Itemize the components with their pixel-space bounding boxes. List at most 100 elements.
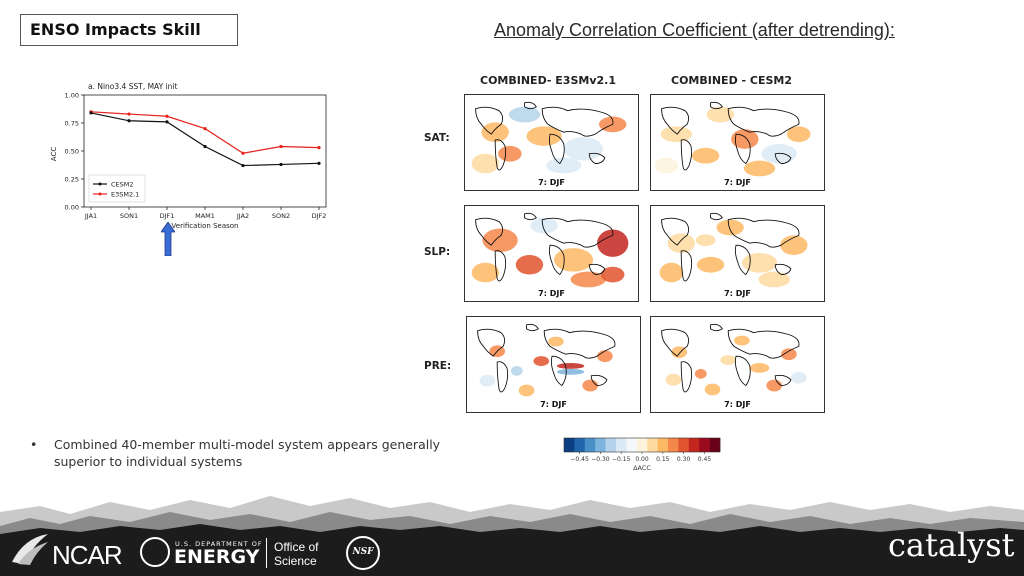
continent-outline (494, 250, 507, 282)
colorbar-swatch (636, 438, 648, 452)
map-season-tag: 7: DJF (538, 178, 565, 187)
slide-title: ENSO Impacts Skill (20, 14, 238, 46)
y-tick-label: 0.25 (65, 176, 79, 184)
anomaly-patch (597, 350, 613, 363)
legend-label: CESM2 (111, 180, 134, 188)
x-tick-label: SON2 (272, 212, 290, 220)
anomaly-patch (694, 368, 707, 379)
x-tick-label: MAM1 (195, 212, 215, 220)
anomaly-patch (556, 368, 585, 375)
anomaly-patch (482, 228, 518, 253)
map-slp-cesm2: 7: DJF (650, 205, 825, 302)
anomaly-patch (761, 143, 797, 164)
anomaly-patch (704, 383, 721, 396)
anomaly-patch (786, 126, 811, 143)
anomaly-patch (667, 233, 695, 254)
y-tick-label: 0.00 (65, 204, 79, 212)
continent-outline (541, 106, 614, 137)
bullet-marker: • (30, 437, 38, 452)
anomaly-patch (780, 235, 808, 255)
anomaly-patch (734, 335, 750, 346)
colorbar-swatch (657, 438, 669, 452)
anomaly-patch (570, 271, 606, 288)
continent-outline (543, 328, 616, 359)
data-point (89, 111, 93, 115)
data-point (317, 161, 321, 165)
continent-outline (727, 106, 800, 137)
colorbar-swatch (564, 438, 575, 452)
colorbar-tick-label: −0.30 (591, 456, 610, 463)
anomaly-patch (696, 256, 725, 273)
legend-marker (98, 192, 102, 196)
anomaly-patch (706, 106, 735, 123)
continent-outline (774, 263, 792, 275)
colorbar-swatch (647, 438, 658, 452)
x-tick-label: DJF1 (160, 212, 175, 220)
continent-outline (727, 217, 800, 248)
chart-legend (88, 174, 146, 203)
continent-outline (588, 152, 606, 164)
colorbar-tick-label: −0.45 (570, 456, 589, 463)
catalyst-logo: catalyst (888, 526, 1015, 564)
anomaly-patch (781, 348, 797, 361)
colorbar-label: ΔACC (633, 464, 651, 472)
chart-title: a. Nino3.4 SST, MAY init (88, 82, 177, 91)
continent-outline (680, 139, 693, 171)
anomaly-patch (597, 229, 629, 257)
map-season-tag: 7: DJF (724, 400, 751, 409)
footer-banner (0, 482, 1024, 576)
data-point (241, 163, 245, 168)
anomaly-patch (530, 217, 558, 234)
continent-outline (727, 328, 800, 359)
colorbar-swatch (605, 438, 617, 452)
anomaly-patch (691, 147, 720, 164)
map-sat-cesm2: 7: DJF (650, 94, 825, 191)
nsf-logo: NSF (352, 547, 374, 557)
map-season-tag: 7: DJF (724, 178, 751, 187)
colorbar-tick-label: 0.45 (698, 456, 712, 463)
data-point (203, 127, 207, 131)
anomaly-patch (743, 160, 776, 177)
map-pre-cesm2: 7: DJF (650, 316, 825, 413)
data-point (279, 162, 283, 167)
anomaly-patch (533, 356, 550, 366)
colorbar-swatch (574, 438, 586, 452)
column-label-cesm2: COMBINED - CESM2 (671, 74, 793, 87)
colorbar-swatch (616, 438, 627, 452)
legend-marker (98, 182, 102, 186)
colorbar-swatch (699, 438, 710, 452)
colorbar-swatch (668, 438, 679, 452)
series-line-cesm2 (90, 112, 320, 167)
ncar-logo: NCAR (52, 540, 123, 570)
y-tick-label: 0.50 (65, 148, 79, 156)
continent-outline (710, 101, 723, 110)
anomaly-patch (481, 122, 509, 143)
map-sat-e3smv2: 7: DJF (464, 94, 639, 191)
continent-outline (477, 328, 506, 357)
anomaly-patch (741, 253, 778, 273)
anomaly-patch (479, 374, 496, 387)
map-season-tag: 7: DJF (540, 400, 567, 409)
anomaly-patch (654, 157, 679, 174)
continent-outline (661, 328, 690, 357)
anomaly-patch (518, 384, 535, 397)
doe-logo-small: U.S. DEPARTMENT OF (175, 540, 263, 548)
continent-outline (548, 133, 565, 165)
continent-outline (526, 323, 539, 332)
colorbar-swatch (584, 438, 596, 452)
anomaly-patch (556, 363, 585, 369)
continent-outline (524, 101, 537, 110)
anomaly-patch (582, 379, 599, 392)
anomaly-patch (600, 266, 625, 283)
continent-outline (661, 106, 690, 135)
anomaly-patch (515, 254, 544, 275)
y-tick-label: 1.00 (65, 92, 79, 100)
anomaly-patch (546, 157, 582, 174)
anomaly-patch (766, 379, 783, 392)
data-point (279, 144, 283, 149)
x-tick-label: DJF2 (312, 212, 327, 220)
colorbar-tick-label: 0.00 (635, 456, 649, 463)
nino34-acc-chart: a. Nino3.4 SST, MAY init 0.00 0.25 0.50 0.7… (44, 78, 334, 238)
continent-outline (661, 217, 690, 246)
office-of-science: Office of Science (274, 540, 318, 568)
